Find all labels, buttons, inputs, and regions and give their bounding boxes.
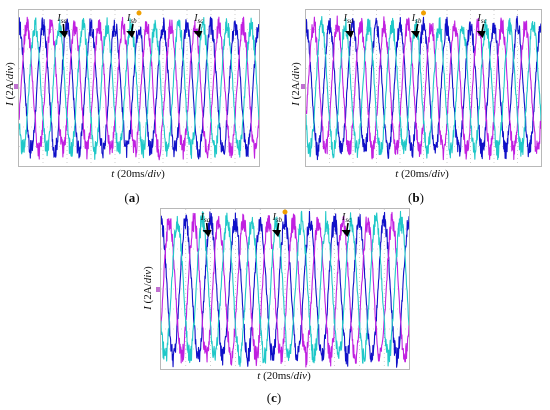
trigger-dot-icon bbox=[136, 10, 142, 16]
arrowhead-icon bbox=[410, 31, 420, 38]
trigger-marker-b bbox=[301, 84, 305, 89]
waveform-series-c bbox=[161, 210, 409, 367]
arrowhead-icon bbox=[193, 31, 203, 38]
trace-label-subscript: sb bbox=[415, 17, 422, 25]
trace-label-subscript: sb bbox=[276, 216, 283, 224]
y-axis-close-a: ) bbox=[4, 62, 16, 66]
x-axis-unit-b: (20ms/ bbox=[398, 168, 432, 180]
y-axis-unit-b: (2A/ bbox=[290, 79, 302, 103]
waveform-series-c bbox=[306, 15, 541, 160]
y-axis-unit-c: (2A/ bbox=[142, 283, 154, 307]
trace-label-text: Isa bbox=[56, 13, 67, 25]
trace-label-subscript: sc bbox=[481, 17, 488, 25]
oscilloscope-screen-b: Isa Isb Isc bbox=[305, 9, 542, 167]
caption-c: (c) bbox=[254, 390, 294, 406]
y-axis-unit-a: (2A/ bbox=[4, 79, 16, 103]
trace-label-subscript: sa bbox=[204, 216, 211, 224]
grid-c bbox=[161, 209, 409, 369]
waveform-series-b bbox=[306, 15, 541, 161]
arrowhead-icon bbox=[345, 31, 354, 38]
trigger-marker-c bbox=[156, 287, 160, 292]
x-axis-label-b: t (20ms/div) bbox=[372, 168, 472, 180]
y-axis-var-c: I bbox=[142, 306, 154, 310]
arrowhead-icon bbox=[341, 230, 351, 237]
x-axis-div-a: div bbox=[147, 168, 162, 180]
arrowhead-icon bbox=[272, 230, 282, 237]
trace-label-text: Isc bbox=[477, 13, 488, 25]
x-axis-div-b: div bbox=[431, 168, 446, 180]
caption-open-c: ( bbox=[266, 390, 272, 405]
trace-label-text: Isc bbox=[193, 13, 204, 25]
trace-label-text: Isb bbox=[411, 13, 422, 25]
caption-letter-b: b bbox=[412, 190, 420, 205]
y-axis-label-a: I (2A/div) bbox=[4, 44, 16, 124]
caption-open-b: ( bbox=[408, 190, 413, 205]
x-axis-close-b: ) bbox=[445, 168, 449, 180]
y-axis-div-b: div bbox=[290, 65, 302, 80]
caption-letter-c: c bbox=[271, 390, 277, 405]
x-axis-var-c: t bbox=[257, 370, 261, 382]
x-axis-label-c: t (20ms/div) bbox=[234, 370, 334, 382]
x-axis-close-a: ) bbox=[161, 168, 165, 180]
trace-label-sb: Isb bbox=[126, 13, 137, 38]
y-axis-label-b: I (2A/div) bbox=[290, 44, 302, 124]
x-axis-var-b: t bbox=[395, 168, 399, 180]
x-axis-label-a: t (20ms/div) bbox=[88, 168, 188, 180]
trace-label-subscript: sa bbox=[347, 17, 354, 25]
trace-label-subscript: sc bbox=[198, 17, 205, 25]
x-axis-var-a: t bbox=[111, 168, 115, 180]
waveform-plot-b: Isa Isb Isc bbox=[306, 10, 541, 166]
y-axis-close-b: ) bbox=[290, 62, 302, 66]
caption-open-a: ( bbox=[124, 190, 129, 205]
caption-close-b: ) bbox=[419, 190, 424, 205]
arrowhead-icon bbox=[59, 31, 68, 38]
trigger-dot-icon bbox=[421, 10, 426, 16]
y-axis-var-b: I bbox=[290, 102, 302, 106]
caption-close-a: ) bbox=[135, 190, 140, 205]
x-axis-div-c: div bbox=[293, 370, 308, 382]
trace-label-sa: Isa bbox=[200, 212, 212, 237]
trace-label-sc: Isc bbox=[477, 13, 488, 38]
caption-close-c: ) bbox=[276, 390, 282, 405]
trace-label-subscript: sb bbox=[130, 17, 137, 25]
trace-label-text: Isa bbox=[343, 13, 354, 25]
trace-label-text: Isa bbox=[200, 212, 211, 224]
trace-label-text: Isb bbox=[126, 13, 137, 25]
trace-label-subscript: sa bbox=[61, 17, 68, 25]
trace-label-sa: Isa bbox=[56, 13, 68, 38]
trace-label-subscript: sc bbox=[345, 216, 352, 224]
waveform-plot-a: Isa Isb Isc bbox=[19, 10, 259, 166]
trace-label-sc: Isc bbox=[193, 13, 204, 38]
oscilloscope-screen-c: Isa Isb Isc bbox=[160, 208, 410, 370]
trace-label-sb: Isb bbox=[411, 13, 422, 38]
y-axis-var-a: I bbox=[4, 102, 16, 106]
trace-label-sb: Isb bbox=[272, 212, 283, 237]
trace-label-text: Isb bbox=[272, 212, 283, 224]
trace-label-sc: Isc bbox=[341, 212, 352, 237]
trigger-dot-icon bbox=[282, 209, 288, 215]
waveform-plot-c: Isa Isb Isc bbox=[161, 209, 409, 369]
x-axis-close-c: ) bbox=[307, 370, 311, 382]
arrowhead-icon bbox=[202, 230, 212, 237]
waveform-series-c bbox=[19, 17, 259, 160]
y-axis-div-a: div bbox=[4, 65, 16, 80]
trace-label-sa: Isa bbox=[343, 13, 354, 38]
x-axis-unit-c: (20ms/ bbox=[260, 370, 294, 382]
oscilloscope-screen-a: Isa Isb Isc bbox=[18, 9, 260, 167]
y-axis-label-c: I (2A/div) bbox=[142, 248, 154, 328]
caption-a: (a) bbox=[112, 190, 152, 206]
caption-letter-a: a bbox=[128, 190, 136, 205]
caption-b: (b) bbox=[396, 190, 436, 206]
y-axis-div-c: div bbox=[142, 269, 154, 284]
trace-label-text: Isc bbox=[341, 212, 352, 224]
x-axis-unit-a: (20ms/ bbox=[114, 168, 148, 180]
arrowhead-icon bbox=[476, 31, 486, 38]
trigger-marker-a bbox=[14, 84, 18, 89]
arrowhead-icon bbox=[126, 31, 136, 38]
y-axis-close-c: ) bbox=[142, 266, 154, 270]
